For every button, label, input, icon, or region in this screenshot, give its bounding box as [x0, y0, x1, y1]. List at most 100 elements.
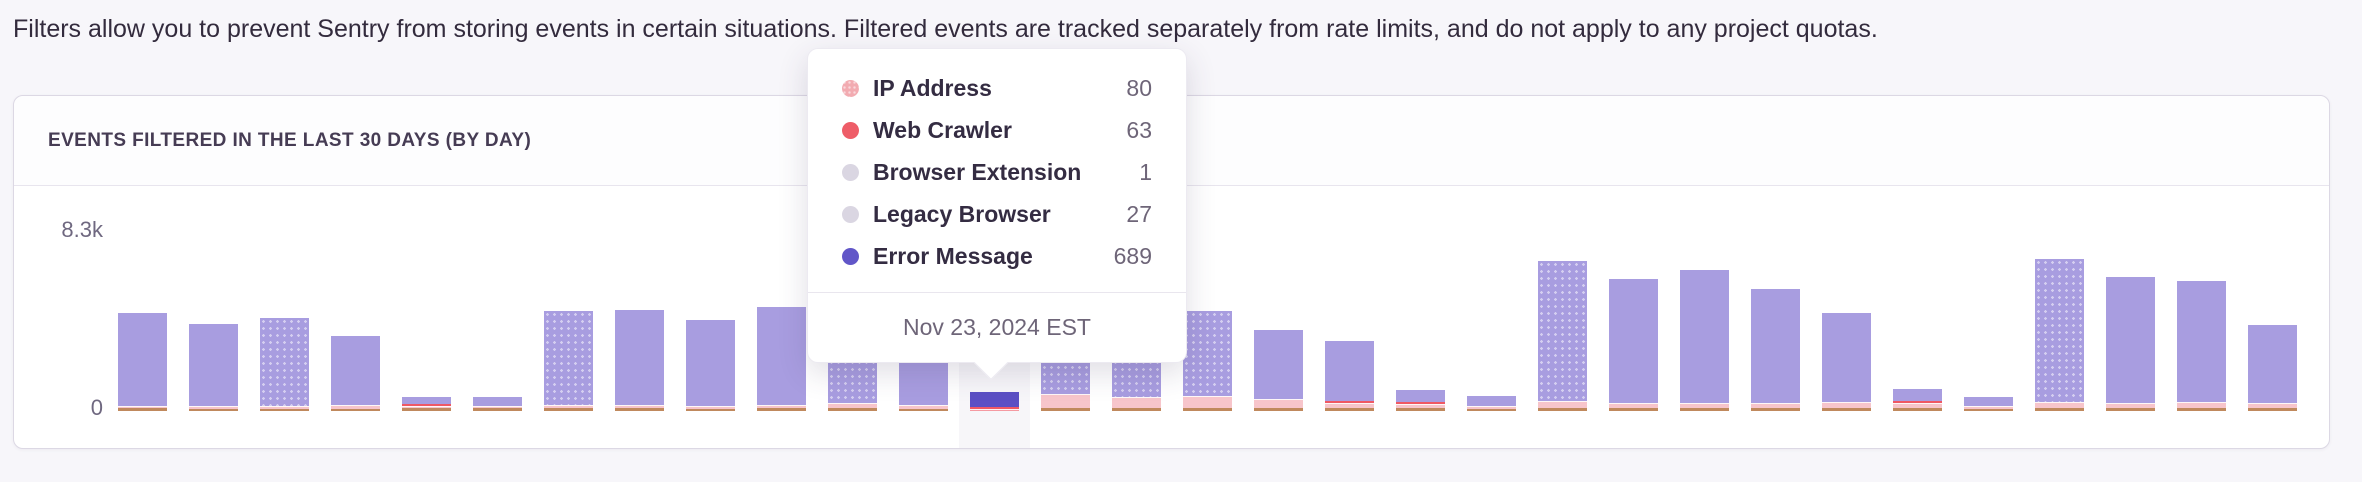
bar-segment-ip-address: [331, 405, 380, 409]
card-title: EVENTS FILTERED IN THE LAST 30 DAYS (BY …: [48, 129, 532, 151]
chart-bar[interactable]: [402, 397, 451, 411]
chart-bar[interactable]: [1183, 311, 1232, 411]
chart-bar[interactable]: [1538, 261, 1587, 411]
bar-segment-error-message: [1467, 396, 1516, 406]
tooltip-series-value: 1: [1139, 158, 1152, 185]
bar-segment-ip-address: [402, 406, 451, 408]
chart-bar[interactable]: [615, 310, 664, 411]
bar-segment-error-message: [473, 397, 522, 406]
chart-bar[interactable]: [1254, 330, 1303, 411]
bar-segment-other: [189, 409, 238, 411]
bar-segment-ip-address: [899, 405, 948, 409]
bar-segment-ip-address: [2177, 402, 2226, 408]
bar-segment-error-message: [1751, 289, 1800, 403]
bar-segment-other: [331, 409, 380, 411]
bar-segment-error-message: [1396, 390, 1445, 402]
chart-bar[interactable]: [686, 320, 735, 411]
filters-description: Filters allow you to prevent Sentry from…: [13, 15, 1878, 43]
bar-segment-other: [1964, 409, 2013, 411]
bar-segment-other: [1822, 408, 1871, 411]
bar-segment-ip-address: [2248, 403, 2297, 408]
bar-segment-ip-address: [1183, 396, 1232, 408]
chart-bar[interactable]: [2106, 277, 2155, 411]
bar-segment-error-message: [757, 307, 806, 405]
bar-segment-error-message: [260, 318, 309, 406]
bar-segment-error-message: [615, 310, 664, 405]
bar-segment-ip-address: [1609, 403, 1658, 408]
bar-segment-error-message: [1325, 341, 1374, 401]
chart-bar[interactable]: [544, 311, 593, 411]
bar-segment-other: [1183, 408, 1232, 411]
bar-segment-ip-address: [1751, 403, 1800, 408]
chart-bar[interactable]: [331, 336, 380, 411]
chart-bar-hovered[interactable]: [970, 392, 1019, 411]
bar-segment-web-crawler: [1396, 402, 1445, 404]
chart-bar[interactable]: [1751, 289, 1800, 411]
bar-segment-other: [544, 408, 593, 411]
chart-bar[interactable]: [1680, 270, 1729, 411]
bar-segment-error-message: [331, 336, 380, 405]
bar-segment-error-message: [1538, 261, 1587, 401]
bar-segment-other: [2177, 408, 2226, 411]
chart-bar[interactable]: [189, 324, 238, 411]
bar-segment-ip-address: [1538, 401, 1587, 408]
chart-bar[interactable]: [118, 313, 167, 411]
tooltip-row: IP Address 80: [842, 67, 1152, 109]
tooltip-series-label: IP Address: [873, 74, 992, 101]
bar-segment-ip-address: [1041, 394, 1090, 408]
bar-segment-ip-address: [1396, 404, 1445, 408]
bar-segment-ip-address: [473, 406, 522, 408]
bar-segment-web-crawler: [402, 404, 451, 406]
bar-segment-other: [1112, 408, 1161, 411]
bar-segment-other: [118, 408, 167, 411]
bar-segment-ip-address: [1112, 397, 1161, 408]
chart-bar[interactable]: [1822, 313, 1871, 411]
bar-segment-ip-address: [1893, 403, 1942, 408]
chart-bar[interactable]: [473, 397, 522, 411]
legend-dot-web-crawler: [842, 121, 859, 139]
bar-segment-other: [2248, 408, 2297, 411]
bar-segment-web-crawler: [1325, 401, 1374, 403]
chart-bar[interactable]: [2177, 281, 2226, 411]
bar-segment-ip-address: [686, 406, 735, 409]
bar-decal-pattern: [2035, 259, 2084, 402]
tooltip-date: Nov 23, 2024 EST: [808, 292, 1186, 362]
bar-segment-other: [686, 409, 735, 411]
chart-bar[interactable]: [2035, 259, 2084, 411]
plot-area: [14, 187, 2329, 448]
tooltip-row: Browser Extension 1: [842, 151, 1152, 193]
tooltip-series-label: Web Crawler: [873, 116, 1012, 143]
legend-dot-browser-extension: [842, 163, 859, 181]
bar-segment-other: [899, 409, 948, 411]
bar-segment-other: [757, 408, 806, 411]
bar-decal-pattern: [544, 311, 593, 405]
bar-segment-other: [1751, 408, 1800, 411]
tooltip-series-label: Error Message: [873, 242, 1033, 269]
bar-segment-ip-address: [544, 405, 593, 408]
bar-segment-error-message: [2248, 325, 2297, 403]
chart-bar[interactable]: [757, 307, 806, 411]
bar-segment-ip-address: [260, 406, 309, 409]
bar-segment-error-message: [1680, 270, 1729, 403]
chart-bar[interactable]: [1893, 389, 1942, 411]
y-axis-min-label: 0: [90, 395, 103, 420]
bar-decal-pattern: [260, 318, 309, 406]
chart-bar[interactable]: [1396, 390, 1445, 411]
chart-bar[interactable]: [1609, 279, 1658, 411]
chart-bar[interactable]: [1467, 396, 1516, 411]
bar-segment-other: [615, 408, 664, 411]
bar-segment-error-message: [970, 392, 1019, 407]
tooltip-series-value: 689: [1113, 242, 1152, 269]
chart-bar[interactable]: [260, 318, 309, 411]
tooltip-series-label: Legacy Browser: [873, 200, 1051, 227]
bar-segment-ip-address: [1254, 399, 1303, 408]
chart-bar[interactable]: [1325, 341, 1374, 411]
chart-bar[interactable]: [2248, 325, 2297, 411]
bar-chart: 8.3k 0: [14, 187, 2329, 448]
bar-segment-error-message: [2177, 281, 2226, 402]
bar-segment-error-message: [686, 320, 735, 406]
chart-bar[interactable]: [1964, 397, 2013, 411]
bar-segment-ip-address: [757, 405, 806, 408]
bar-segment-other: [1538, 408, 1587, 411]
bar-segment-error-message: [1254, 330, 1303, 399]
